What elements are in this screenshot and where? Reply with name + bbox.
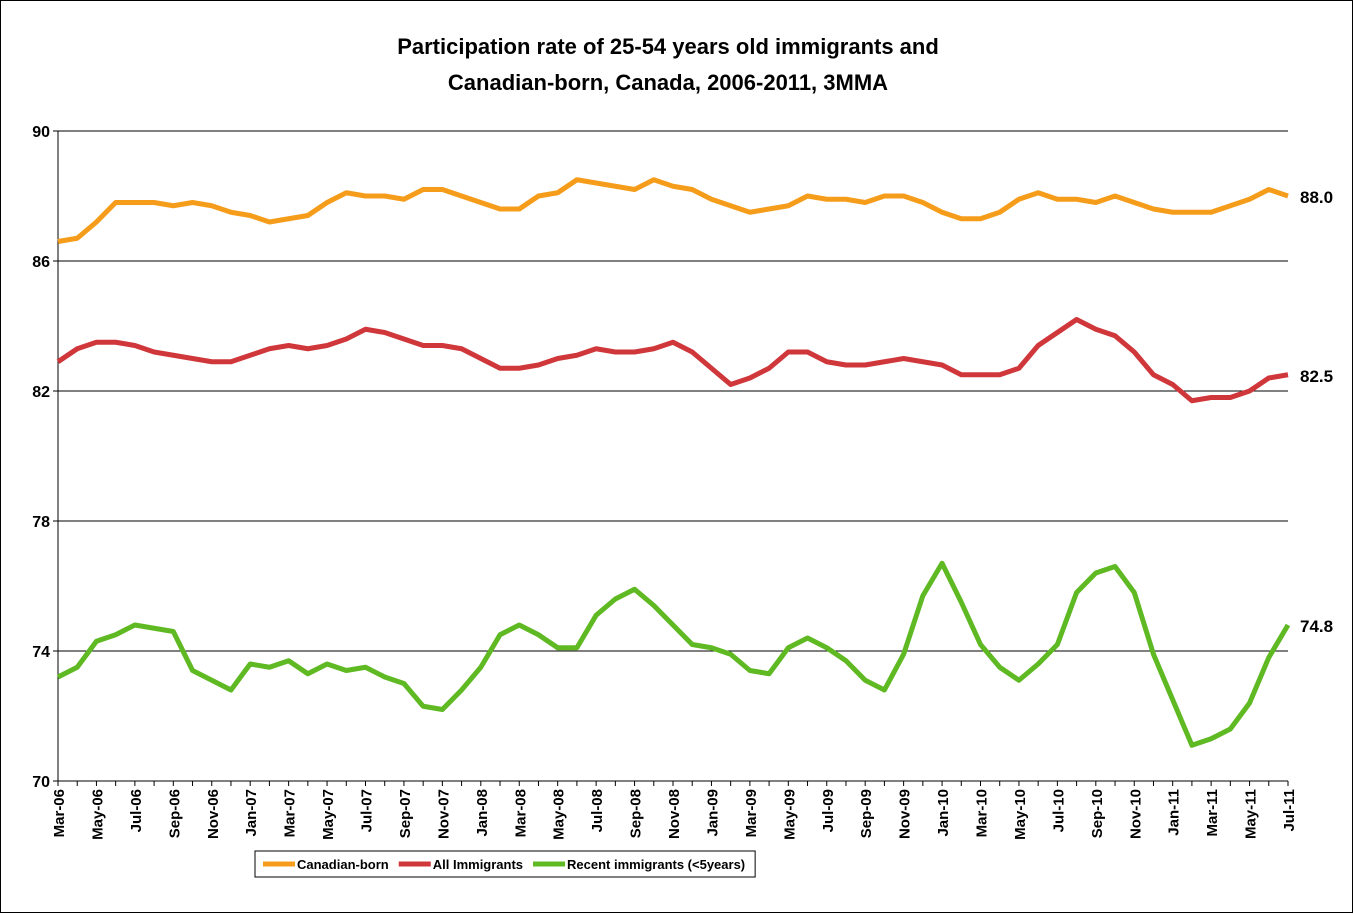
data-label: 82.5 — [1300, 367, 1333, 386]
y-tick-label: 82 — [32, 384, 50, 401]
x-tick-label: May-10 — [1012, 789, 1029, 840]
x-tick-label: Nov-06 — [205, 789, 222, 839]
series-line — [56, 560, 1291, 748]
x-tick-label: Mar-07 — [282, 789, 299, 837]
x-tick-label: Sep-08 — [628, 789, 645, 838]
legend-label: Recent immigrants (<5years) — [567, 857, 745, 872]
x-tick-label: Sep-07 — [397, 789, 414, 838]
x-tick-label: Jul-06 — [128, 789, 145, 832]
x-tick-label: May-06 — [89, 789, 106, 840]
x-tick-label: Nov-10 — [1127, 789, 1144, 839]
x-tick-label: Sep-09 — [858, 789, 875, 838]
x-tick-label: Sep-10 — [1089, 789, 1106, 838]
x-tick-label: Mar-11 — [1204, 789, 1221, 837]
x-tick-label: Jan-10 — [935, 789, 952, 837]
x-tick-label: Nov-07 — [435, 789, 452, 839]
x-tick-label: Jul-07 — [359, 789, 376, 832]
x-tick-label: May-11 — [1243, 789, 1260, 839]
data-label: 74.8 — [1300, 617, 1333, 636]
x-tick-label: Sep-06 — [166, 789, 183, 838]
series-line — [57, 177, 1289, 244]
x-tick-label: Mar-06 — [51, 789, 68, 837]
y-tick-label: 74 — [32, 644, 50, 661]
x-tick-label: Jan-11 — [1166, 789, 1183, 836]
y-tick-label: 90 — [32, 124, 50, 141]
x-tick-label: Jul-11 — [1281, 789, 1298, 832]
legend-box — [254, 850, 756, 878]
x-tick-label: Mar-09 — [743, 789, 760, 837]
x-tick-label: Jan-07 — [243, 789, 260, 837]
x-tick-label: Mar-10 — [974, 789, 991, 837]
x-tick-label: Jul-09 — [820, 789, 837, 832]
chart-title: Participation rate of 25-54 years old im… — [397, 34, 939, 59]
data-label: 88.0 — [1300, 188, 1333, 207]
x-tick-label: Jul-10 — [1050, 789, 1067, 832]
x-tick-label: Mar-08 — [512, 789, 529, 837]
x-tick-label: May-07 — [320, 789, 337, 840]
series-line — [56, 317, 1289, 404]
x-tick-label: Jan-08 — [474, 789, 491, 837]
y-tick-label: 86 — [32, 254, 50, 271]
x-tick-label: Jan-09 — [704, 789, 721, 837]
x-tick-label: May-09 — [781, 789, 798, 840]
y-tick-label: 78 — [32, 514, 50, 531]
legend-label: Canadian-born — [297, 857, 389, 872]
y-tick-label: 70 — [32, 774, 50, 791]
x-tick-label: Jul-08 — [589, 789, 606, 832]
x-tick-label: Nov-09 — [897, 789, 914, 839]
legend: Canadian-born All Immigrants Recent immigr… — [254, 850, 756, 878]
x-tick-label: Nov-08 — [666, 789, 683, 839]
chart-title: Canadian-born, Canada, 2006-2011, 3MMA — [448, 70, 888, 95]
legend-label: All Immigrants — [433, 857, 523, 872]
x-tick-label: May-08 — [551, 789, 568, 840]
